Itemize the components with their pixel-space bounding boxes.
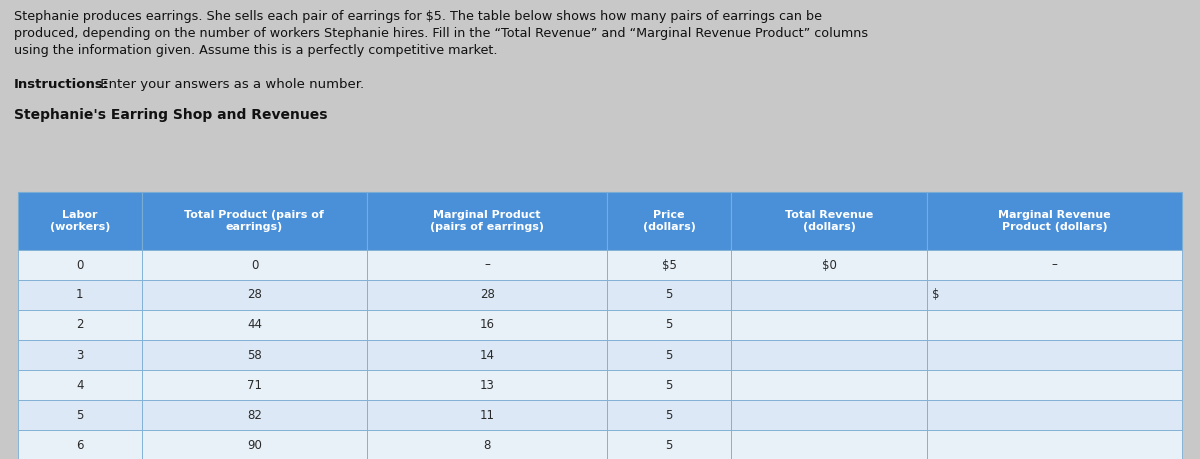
- Text: $: $: [932, 289, 940, 302]
- Text: Instructions:: Instructions:: [14, 78, 109, 91]
- Text: 11: 11: [480, 409, 494, 421]
- Text: 2: 2: [76, 319, 84, 331]
- Text: Total Revenue
(dollars): Total Revenue (dollars): [785, 210, 874, 232]
- Text: 5: 5: [666, 379, 673, 392]
- Text: $5: $5: [661, 258, 677, 272]
- Text: 5: 5: [666, 348, 673, 362]
- Text: 13: 13: [480, 379, 494, 392]
- Text: 0: 0: [251, 258, 258, 272]
- Text: 1: 1: [76, 289, 84, 302]
- Text: 28: 28: [480, 289, 494, 302]
- Text: 71: 71: [247, 379, 262, 392]
- Text: 3: 3: [76, 348, 84, 362]
- Text: Price
(dollars): Price (dollars): [643, 210, 696, 232]
- Text: 4: 4: [76, 379, 84, 392]
- Text: 5: 5: [666, 289, 673, 302]
- Text: Marginal Product
(pairs of earrings): Marginal Product (pairs of earrings): [431, 210, 545, 232]
- Text: 82: 82: [247, 409, 262, 421]
- Text: 6: 6: [76, 438, 84, 452]
- Text: –: –: [485, 258, 490, 272]
- Text: Enter your answers as a whole number.: Enter your answers as a whole number.: [96, 78, 364, 91]
- Text: 5: 5: [666, 409, 673, 421]
- Text: 44: 44: [247, 319, 262, 331]
- Text: Total Product (pairs of
earrings): Total Product (pairs of earrings): [185, 210, 324, 232]
- Text: 58: 58: [247, 348, 262, 362]
- Text: 16: 16: [480, 319, 494, 331]
- Text: Stephanie's Earring Shop and Revenues: Stephanie's Earring Shop and Revenues: [14, 108, 328, 122]
- Text: 5: 5: [76, 409, 84, 421]
- Text: 28: 28: [247, 289, 262, 302]
- Text: Labor
(workers): Labor (workers): [49, 210, 110, 232]
- Text: Stephanie produces earrings. She sells each pair of earrings for $5. The table b: Stephanie produces earrings. She sells e…: [14, 10, 822, 23]
- Text: 0: 0: [76, 258, 84, 272]
- Text: using the information given. Assume this is a perfectly competitive market.: using the information given. Assume this…: [14, 44, 498, 57]
- Text: 90: 90: [247, 438, 262, 452]
- Text: –: –: [1051, 258, 1057, 272]
- Text: produced, depending on the number of workers Stephanie hires. Fill in the “Total: produced, depending on the number of wor…: [14, 27, 868, 40]
- Text: 5: 5: [666, 319, 673, 331]
- Text: 8: 8: [484, 438, 491, 452]
- Text: Marginal Revenue
Product (dollars): Marginal Revenue Product (dollars): [998, 210, 1111, 232]
- Text: $0: $0: [822, 258, 836, 272]
- Text: 14: 14: [480, 348, 494, 362]
- Text: 5: 5: [666, 438, 673, 452]
